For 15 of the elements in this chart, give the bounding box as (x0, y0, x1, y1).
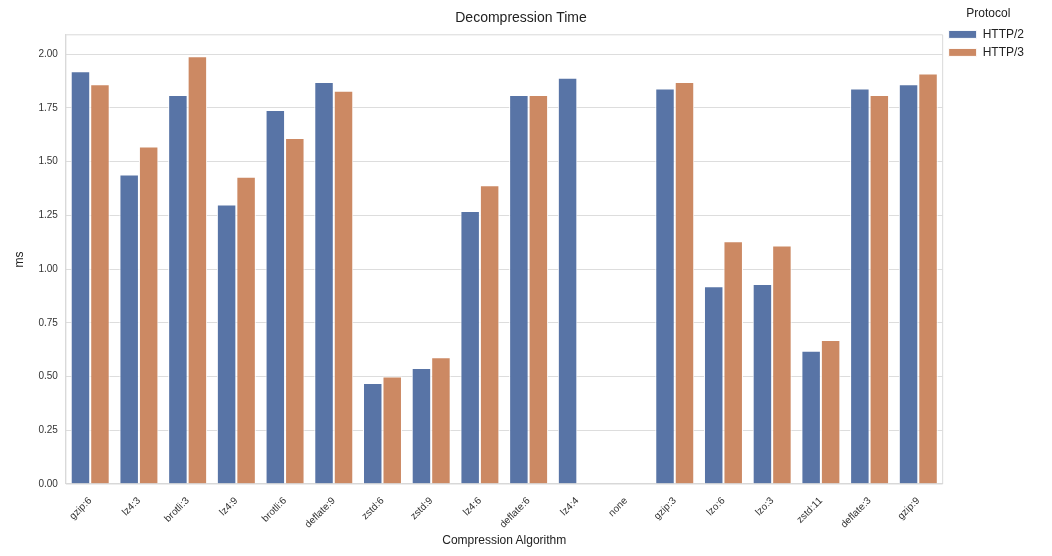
legend-label: HTTP/2 (982, 26, 1025, 41)
x-axis-title: Compression Algorithm (442, 533, 567, 548)
y-tick-label: 0.00 (38, 477, 59, 489)
y-tick-label: 1.50 (38, 155, 59, 167)
y-axis-title: ms (11, 251, 26, 268)
y-tick-label: 1.75 (38, 101, 59, 113)
y-tick-label: 0.50 (38, 370, 59, 382)
legend-title: Protocol (966, 6, 1011, 21)
y-tick-label: 1.25 (38, 209, 59, 221)
y-tick-label: 1.00 (38, 262, 59, 274)
y-tick-label: 0.25 (38, 424, 59, 436)
y-tick-label: 0.75 (38, 316, 59, 328)
chart-title: Decompression Time (455, 9, 587, 26)
y-tick-label: 2.00 (38, 47, 59, 59)
legend-label: HTTP/3 (982, 44, 1025, 59)
